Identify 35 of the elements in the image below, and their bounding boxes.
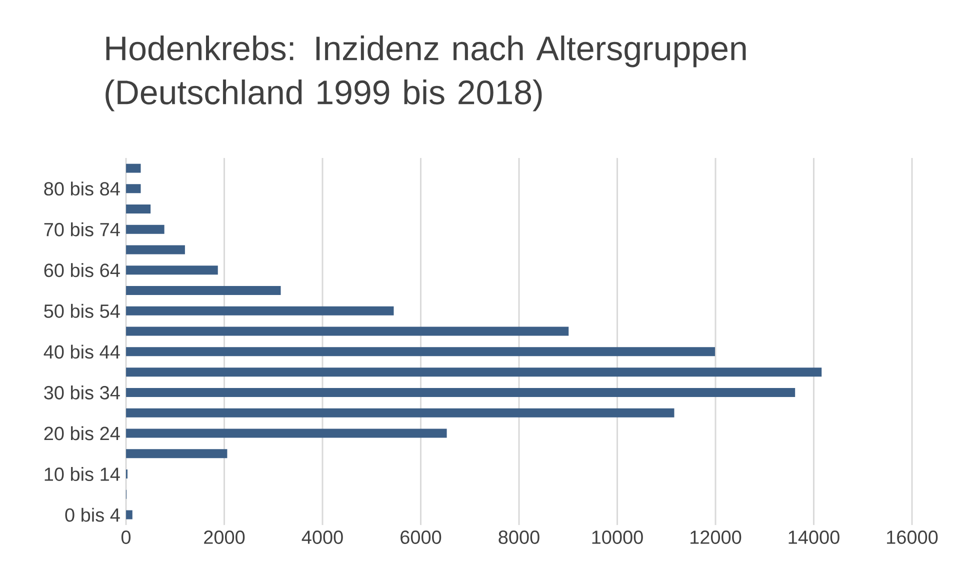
bar [126,184,141,194]
x-tick-label: 2000 [204,530,245,544]
x-tick-label: 16000 [887,530,938,544]
bar [126,204,151,214]
bar [126,510,132,520]
x-tick-label: 4000 [302,530,343,544]
y-tick-label: 30 bis 34 [44,385,120,400]
y-tick-label: 50 bis 54 [44,304,120,318]
y-tick-label: 70 bis 74 [44,222,120,236]
x-tick-label: 14000 [788,530,840,544]
bar [126,388,796,397]
bar [126,306,394,316]
bar [126,245,185,254]
bar [126,266,218,275]
x-tick-label: 8000 [498,530,540,544]
y-tick-label: 0 bis 4 [65,508,120,522]
y-tick-label: 20 bis 24 [44,426,120,440]
bar [126,347,716,356]
y-tick-label: 60 bis 64 [44,263,120,278]
x-tick-label: 10000 [592,530,643,544]
y-tick-label: 40 bis 44 [44,344,120,359]
bar [126,326,569,336]
x-tick-label: 6000 [400,530,442,544]
x-tick-label: 12000 [690,530,742,544]
bar [126,368,822,377]
bar [126,408,674,418]
y-tick-label: 80 bis 84 [44,182,120,196]
y-tick-label: 10 bis 14 [44,467,120,481]
bar [126,224,164,234]
bar [126,286,281,296]
chart-title: Hodenkrebs: Inzidenz nach Altersgruppen (Deutschland 1999 bis 2018) [106,36,746,112]
x-tick-label: 0 [121,530,131,544]
bar [126,449,228,458]
bar [126,428,447,438]
bar [126,164,141,173]
